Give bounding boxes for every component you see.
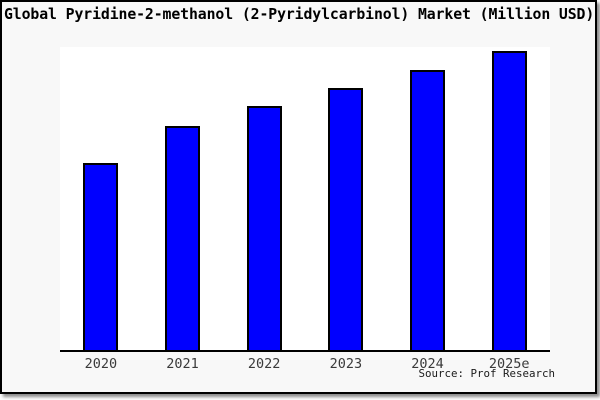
bar-slot-2023 bbox=[305, 47, 387, 350]
source-credit: Source: Prof Research bbox=[418, 367, 555, 380]
bar-2023 bbox=[328, 88, 364, 350]
x-tick-2025e: 2025e bbox=[488, 356, 530, 372]
x-tick-2023: 2023 bbox=[329, 356, 363, 372]
bar-2020 bbox=[83, 163, 119, 350]
x-tick-2022: 2022 bbox=[247, 356, 281, 372]
bar-slot-2022 bbox=[223, 47, 305, 350]
bar-slot-2025e bbox=[468, 47, 550, 350]
bar-slot-2021 bbox=[142, 47, 224, 350]
x-tick-2021: 2021 bbox=[166, 356, 199, 372]
bar-2021 bbox=[165, 126, 200, 350]
x-axis-tick-labels: 2020 2021 2022 2023 2024 2025e bbox=[60, 356, 550, 372]
bar-slot-2020 bbox=[60, 47, 142, 350]
bar-2022 bbox=[246, 106, 282, 350]
chart-title: Global Pyridine-2-methanol (2-Pyridylcar… bbox=[4, 6, 595, 23]
x-tick-2020: 2020 bbox=[84, 356, 118, 372]
x-tick-2024: 2024 bbox=[411, 356, 444, 372]
bar-2025e bbox=[491, 51, 527, 350]
plot-area bbox=[60, 47, 550, 352]
bar-slot-2024 bbox=[387, 47, 469, 350]
bar-2024 bbox=[410, 70, 446, 350]
